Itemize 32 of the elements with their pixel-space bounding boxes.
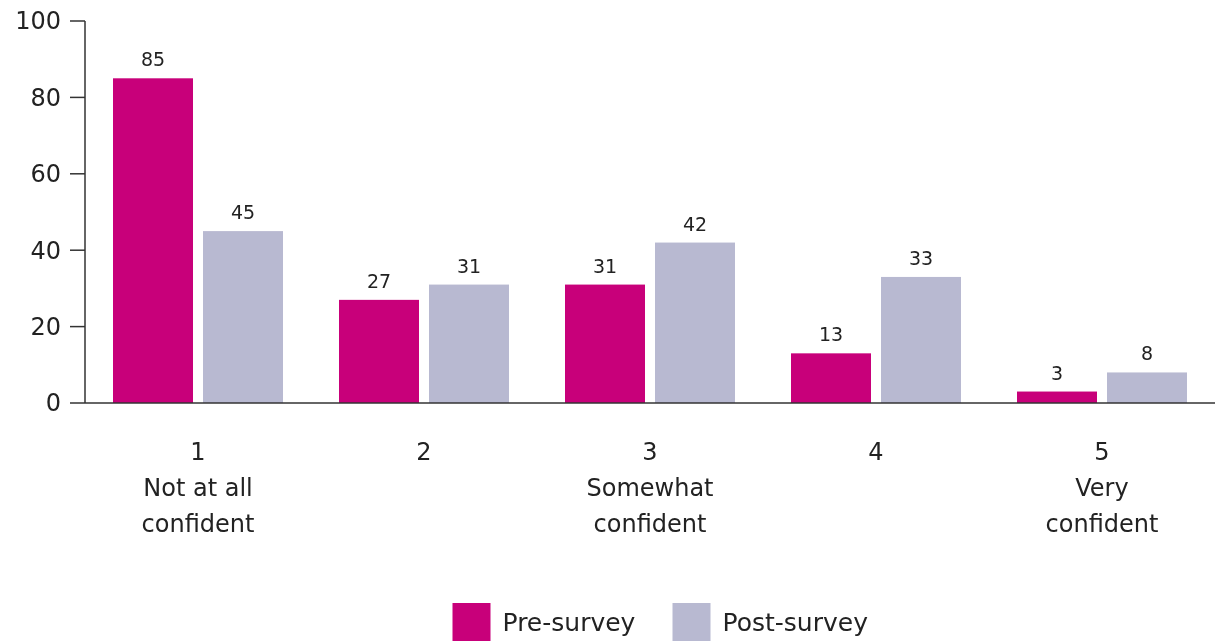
x-tick-label: 3 Somewhat confident	[586, 438, 714, 538]
x-tick-label: 1 Not at all confident	[141, 438, 255, 538]
bar	[791, 353, 871, 403]
legend-label: Post-survey	[722, 607, 869, 637]
bar	[429, 284, 509, 403]
y-tick-label: 100	[15, 7, 61, 36]
data-label: 31	[456, 254, 482, 277]
legend-label: Pre-survey	[502, 607, 636, 637]
bar	[881, 276, 961, 403]
data-label: 8	[1140, 342, 1154, 365]
data-label: 42	[682, 212, 708, 235]
bar	[1107, 372, 1187, 403]
x-tick-label: 4	[868, 438, 884, 466]
y-tick-label: 80	[30, 83, 61, 112]
bar	[203, 231, 283, 403]
bar	[339, 299, 419, 403]
y-tick-label: 60	[30, 160, 61, 189]
bar	[655, 242, 735, 403]
data-label: 85	[140, 48, 166, 71]
data-label: 31	[592, 254, 618, 277]
y-tick-label: 0	[45, 389, 61, 418]
data-label: 33	[908, 246, 934, 269]
y-tick-label: 20	[30, 313, 61, 341]
y-tick-label: 40	[30, 236, 61, 265]
x-tick-label: 2	[416, 438, 432, 466]
bar	[565, 284, 645, 403]
data-label: 13	[818, 323, 844, 346]
data-label: 45	[230, 201, 256, 224]
bar	[113, 78, 193, 403]
data-label: 27	[366, 269, 392, 292]
data-label: 3	[1050, 361, 1064, 384]
x-tick-label: 5 Very confident	[1045, 438, 1159, 538]
